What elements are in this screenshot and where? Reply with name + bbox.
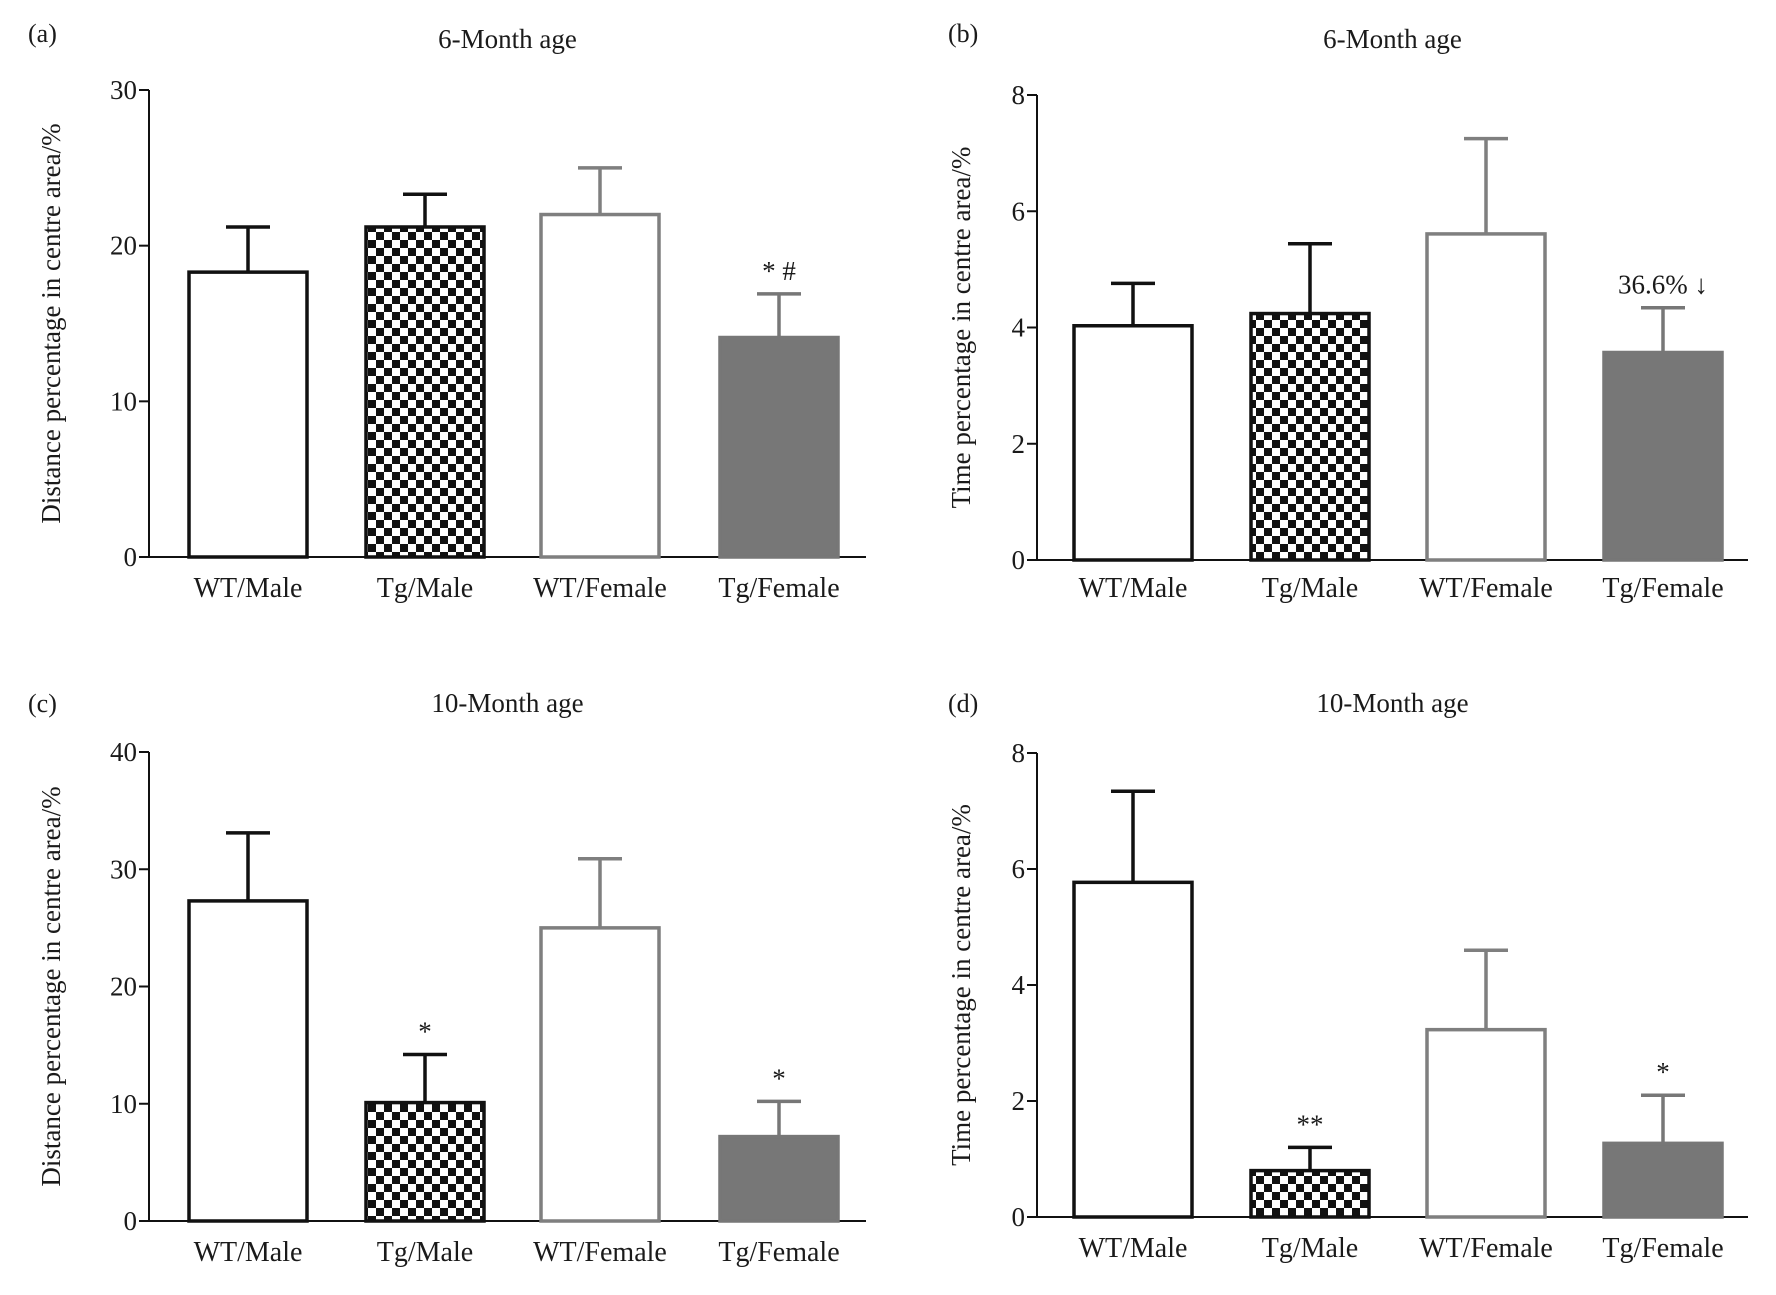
chart-title: 10-Month age <box>1316 688 1468 718</box>
panel-label: (a) <box>28 19 57 48</box>
significance-label: 36.6% ↓ <box>1618 270 1708 300</box>
y-tick-label: 6 <box>1012 854 1026 884</box>
x-tick-label: WT/Female <box>1419 573 1553 604</box>
y-axis-label: Distance percentage in centre area/% <box>36 786 66 1186</box>
chart-title: 6-Month age <box>438 24 577 54</box>
y-tick-label: 0 <box>124 542 138 572</box>
panel-label: (b) <box>948 19 978 48</box>
bar <box>1249 1168 1371 1219</box>
bar <box>718 1134 840 1223</box>
x-tick-label: WT/Female <box>1419 1233 1553 1264</box>
chart-panel: (d) 10-Month age Time percentage in centre… <box>946 688 1748 1264</box>
y-tick-label: 8 <box>1012 80 1026 110</box>
y-tick-label: 10 <box>110 386 137 416</box>
x-tick-label: Tg/Male <box>377 1237 473 1268</box>
x-tick-label: WT/Male <box>194 1237 303 1268</box>
chart-panel: (b) 6-Month age Time percentage in centre … <box>946 19 1748 604</box>
y-tick-label: 30 <box>110 854 137 884</box>
bar <box>187 270 309 559</box>
chart-panel: (c) 10-Month age Distance percentage in ce… <box>28 688 866 1268</box>
significance-label: * <box>1656 1057 1670 1087</box>
x-tick-label: Tg/Male <box>1262 573 1358 604</box>
bar <box>718 335 840 559</box>
y-tick-label: 30 <box>110 75 137 105</box>
bar <box>364 1100 486 1223</box>
chart-title: 10-Month age <box>431 688 583 718</box>
x-tick-label: Tg/Female <box>718 1237 839 1268</box>
bar <box>1072 324 1194 562</box>
y-tick-label: 20 <box>110 231 137 261</box>
bar <box>1425 1027 1547 1219</box>
panel-label: (c) <box>28 689 57 718</box>
panel-label: (d) <box>948 689 978 718</box>
x-tick-label: WT/Male <box>194 573 303 604</box>
significance-label: * <box>418 1017 432 1047</box>
bar <box>1249 311 1371 562</box>
x-tick-label: WT/Male <box>1079 1233 1188 1264</box>
significance-label: * <box>772 1063 786 1093</box>
panels: (a) 6-Month age Distance percentage in cen… <box>28 19 1748 1268</box>
y-tick-label: 2 <box>1012 1086 1026 1116</box>
bar <box>1602 1141 1724 1219</box>
y-tick-label: 0 <box>1012 545 1026 575</box>
chart-title: 6-Month age <box>1323 24 1462 54</box>
bar <box>539 926 661 1223</box>
y-tick-label: 20 <box>110 972 137 1002</box>
bar <box>1602 350 1724 562</box>
y-tick-label: 0 <box>124 1206 138 1236</box>
bar <box>187 899 309 1223</box>
y-tick-label: 40 <box>110 737 137 767</box>
x-tick-label: Tg/Female <box>718 573 839 604</box>
x-tick-label: WT/Female <box>533 1237 667 1268</box>
y-tick-label: 4 <box>1012 313 1026 343</box>
y-tick-label: 10 <box>110 1089 137 1119</box>
bar <box>1425 232 1547 562</box>
significance-label: ** <box>1297 1109 1324 1139</box>
chart-panel: (a) 6-Month age Distance percentage in cen… <box>28 19 866 604</box>
x-tick-label: WT/Male <box>1079 573 1188 604</box>
y-tick-label: 4 <box>1012 970 1026 1000</box>
x-tick-label: WT/Female <box>533 573 667 604</box>
bar <box>1072 880 1194 1219</box>
y-tick-label: 6 <box>1012 196 1026 226</box>
x-tick-label: Tg/Male <box>1262 1233 1358 1264</box>
y-tick-label: 8 <box>1012 738 1026 768</box>
y-tick-label: 2 <box>1012 429 1026 459</box>
significance-label: * # <box>762 256 796 286</box>
y-axis-label: Distance percentage in centre area/% <box>36 123 66 523</box>
x-tick-label: Tg/Male <box>377 573 473 604</box>
y-axis-label: Time percentage in centre area/% <box>946 804 976 1166</box>
x-tick-label: Tg/Female <box>1602 573 1723 604</box>
y-axis-label: Time percentage in centre area/% <box>946 147 976 509</box>
bar <box>364 225 486 559</box>
y-tick-label: 0 <box>1012 1202 1026 1232</box>
bar <box>539 212 661 559</box>
x-tick-label: Tg/Female <box>1602 1233 1723 1264</box>
